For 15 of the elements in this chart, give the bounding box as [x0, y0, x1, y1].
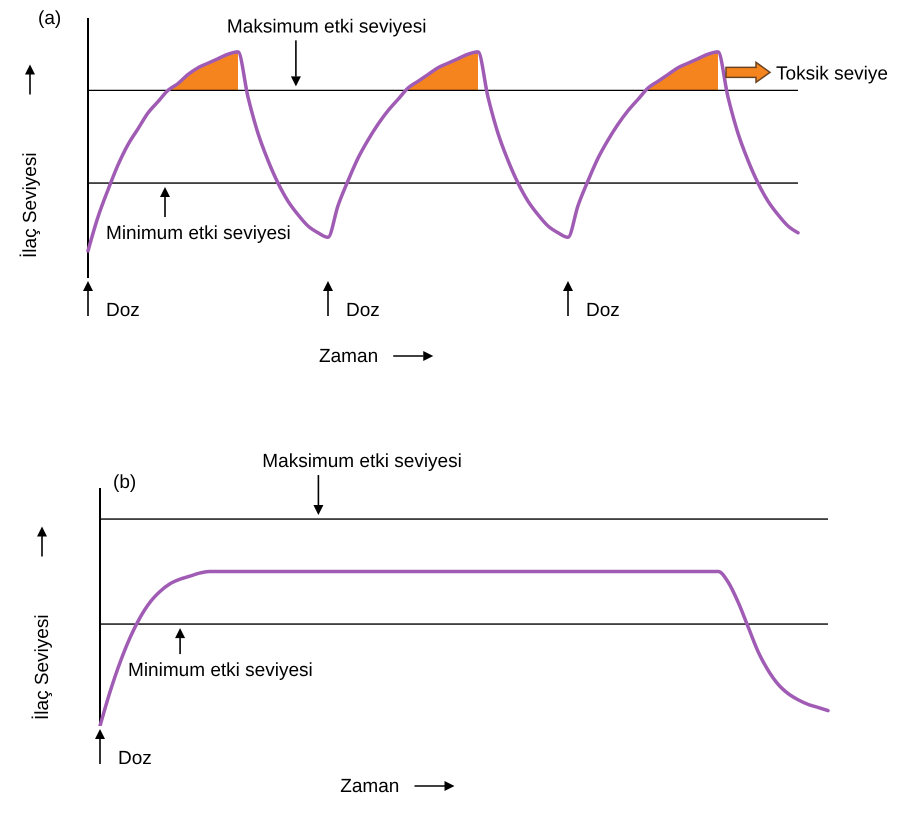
text: Doz	[586, 300, 620, 321]
y-axis-title: İlaç Seviyesi	[19, 152, 41, 258]
x-axis-title: Zaman	[319, 346, 378, 367]
ref-line-label: Maksimum etki seviyesi	[262, 451, 462, 472]
text: Doz	[346, 300, 380, 321]
text: Doz	[118, 748, 152, 769]
legend-label: Minimum etki seviyesi	[106, 223, 291, 244]
x-axis-title: Zaman	[340, 776, 400, 797]
chart-title: (a)	[38, 8, 62, 29]
legend-label: Minimum etki seviyesi	[128, 660, 313, 682]
y-axis-title: İlaç Seviyesi	[31, 614, 53, 720]
ref-line-label: Maksimum etki seviyesi	[226, 16, 426, 38]
annotation: Toksik seviye	[776, 63, 888, 84]
text: Doz	[106, 300, 140, 321]
chart-title: (b)	[113, 472, 136, 493]
